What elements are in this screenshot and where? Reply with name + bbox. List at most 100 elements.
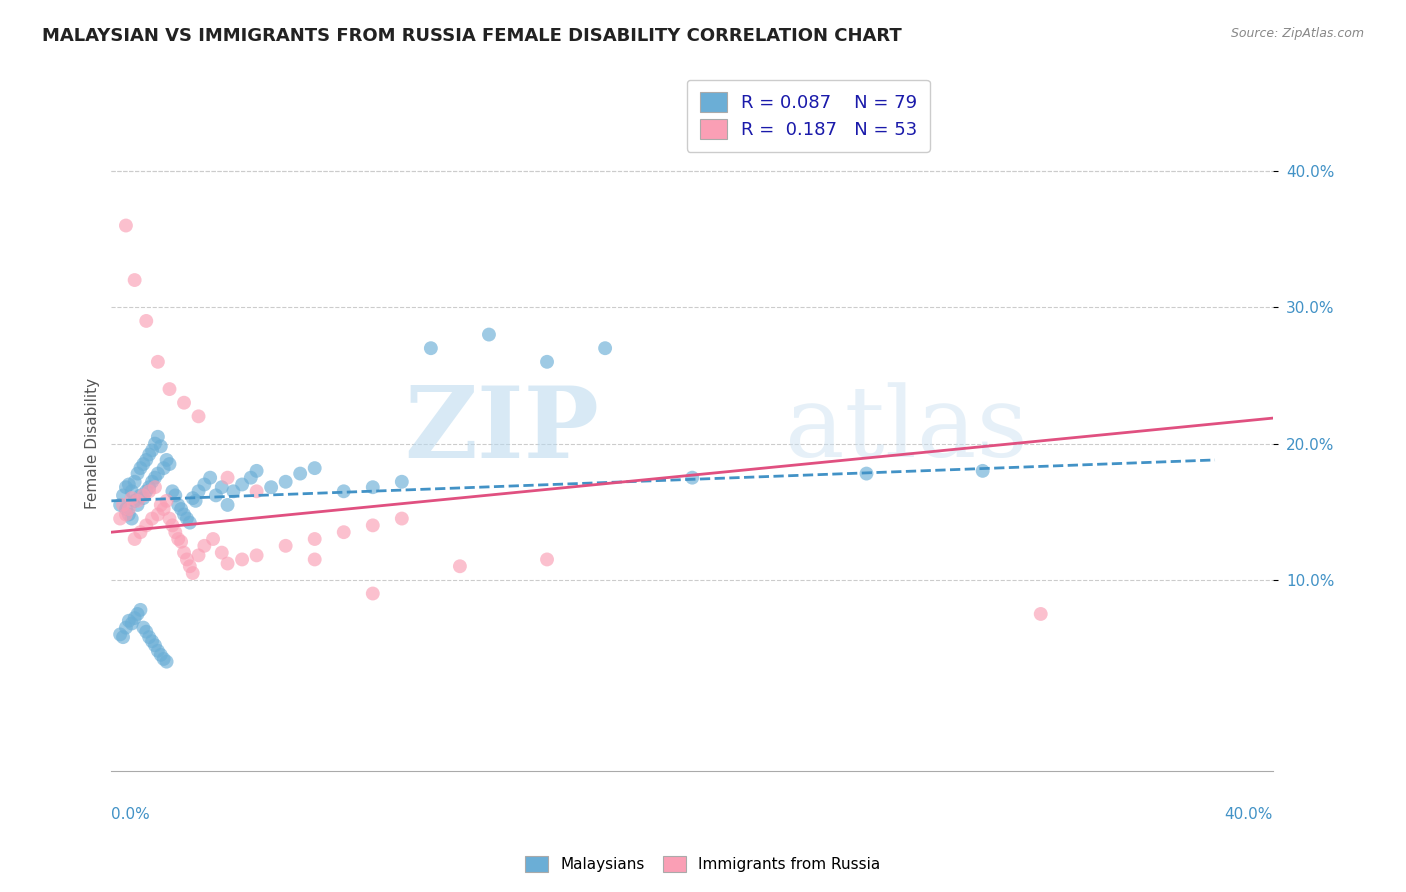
Point bbox=[115, 502, 138, 516]
Text: MALAYSIAN VS IMMIGRANTS FROM RUSSIA FEMALE DISABILITY CORRELATION CHART: MALAYSIAN VS IMMIGRANTS FROM RUSSIA FEMA… bbox=[42, 27, 901, 45]
Point bbox=[179, 516, 201, 530]
Point bbox=[187, 409, 209, 424]
Y-axis label: Female Disability: Female Disability bbox=[86, 378, 100, 509]
Point bbox=[211, 546, 233, 560]
Point bbox=[132, 488, 155, 502]
Point bbox=[193, 477, 215, 491]
Legend: R = 0.087    N = 79, R =  0.187   N = 53: R = 0.087 N = 79, R = 0.187 N = 53 bbox=[688, 79, 929, 152]
Point bbox=[593, 341, 616, 355]
Point bbox=[170, 502, 193, 516]
Point bbox=[361, 518, 384, 533]
Point bbox=[129, 461, 152, 475]
Point bbox=[304, 461, 326, 475]
Text: Source: ZipAtlas.com: Source: ZipAtlas.com bbox=[1230, 27, 1364, 40]
Point bbox=[141, 634, 163, 648]
Point bbox=[391, 511, 413, 525]
Point bbox=[184, 493, 207, 508]
Point bbox=[167, 498, 190, 512]
Point bbox=[222, 484, 245, 499]
Point bbox=[129, 603, 152, 617]
Point bbox=[129, 488, 152, 502]
Point bbox=[152, 652, 174, 666]
Point bbox=[217, 471, 239, 485]
Point bbox=[181, 566, 204, 580]
Point bbox=[143, 480, 166, 494]
Point bbox=[361, 586, 384, 600]
Point bbox=[449, 559, 471, 574]
Point bbox=[1348, 409, 1371, 424]
Point bbox=[170, 534, 193, 549]
Point bbox=[152, 502, 174, 516]
Point bbox=[155, 493, 177, 508]
Point bbox=[274, 475, 297, 489]
Point bbox=[332, 484, 354, 499]
Point bbox=[173, 508, 195, 522]
Point bbox=[217, 557, 239, 571]
Point bbox=[1029, 607, 1052, 621]
Text: 40.0%: 40.0% bbox=[1225, 806, 1272, 822]
Point bbox=[217, 498, 239, 512]
Point bbox=[304, 532, 326, 546]
Point bbox=[141, 511, 163, 525]
Point bbox=[129, 525, 152, 540]
Point bbox=[135, 453, 157, 467]
Point bbox=[972, 464, 994, 478]
Point bbox=[121, 616, 143, 631]
Point bbox=[127, 607, 149, 621]
Point bbox=[198, 471, 221, 485]
Point bbox=[121, 491, 143, 505]
Point bbox=[112, 630, 135, 644]
Point bbox=[202, 532, 225, 546]
Point bbox=[231, 552, 253, 566]
Point bbox=[246, 484, 269, 499]
Point bbox=[246, 549, 269, 563]
Point bbox=[115, 219, 138, 233]
Point bbox=[135, 518, 157, 533]
Point bbox=[361, 480, 384, 494]
Point bbox=[187, 549, 209, 563]
Point bbox=[419, 341, 441, 355]
Point bbox=[108, 627, 131, 641]
Point bbox=[159, 511, 181, 525]
Point bbox=[304, 552, 326, 566]
Point bbox=[118, 508, 141, 522]
Point bbox=[108, 511, 131, 525]
Point bbox=[132, 457, 155, 471]
Point bbox=[146, 355, 169, 369]
Point bbox=[332, 525, 354, 540]
Point bbox=[159, 382, 181, 396]
Point bbox=[115, 508, 138, 522]
Point bbox=[124, 611, 146, 625]
Point bbox=[179, 559, 201, 574]
Point bbox=[146, 430, 169, 444]
Point bbox=[205, 488, 228, 502]
Point bbox=[135, 624, 157, 639]
Point bbox=[211, 480, 233, 494]
Point bbox=[124, 493, 146, 508]
Point bbox=[176, 552, 198, 566]
Point bbox=[274, 539, 297, 553]
Point bbox=[165, 488, 187, 502]
Text: atlas: atlas bbox=[785, 383, 1028, 478]
Point bbox=[143, 471, 166, 485]
Point bbox=[132, 491, 155, 505]
Point bbox=[121, 484, 143, 499]
Point bbox=[162, 518, 184, 533]
Point bbox=[146, 508, 169, 522]
Point bbox=[536, 355, 558, 369]
Point bbox=[149, 439, 172, 453]
Point bbox=[149, 648, 172, 662]
Point bbox=[159, 457, 181, 471]
Point bbox=[391, 475, 413, 489]
Point bbox=[181, 491, 204, 505]
Point bbox=[165, 525, 187, 540]
Point bbox=[260, 480, 283, 494]
Point bbox=[112, 498, 135, 512]
Point bbox=[176, 511, 198, 525]
Point bbox=[146, 644, 169, 658]
Point bbox=[155, 655, 177, 669]
Point bbox=[115, 480, 138, 494]
Point bbox=[138, 630, 160, 644]
Point bbox=[149, 498, 172, 512]
Point bbox=[118, 477, 141, 491]
